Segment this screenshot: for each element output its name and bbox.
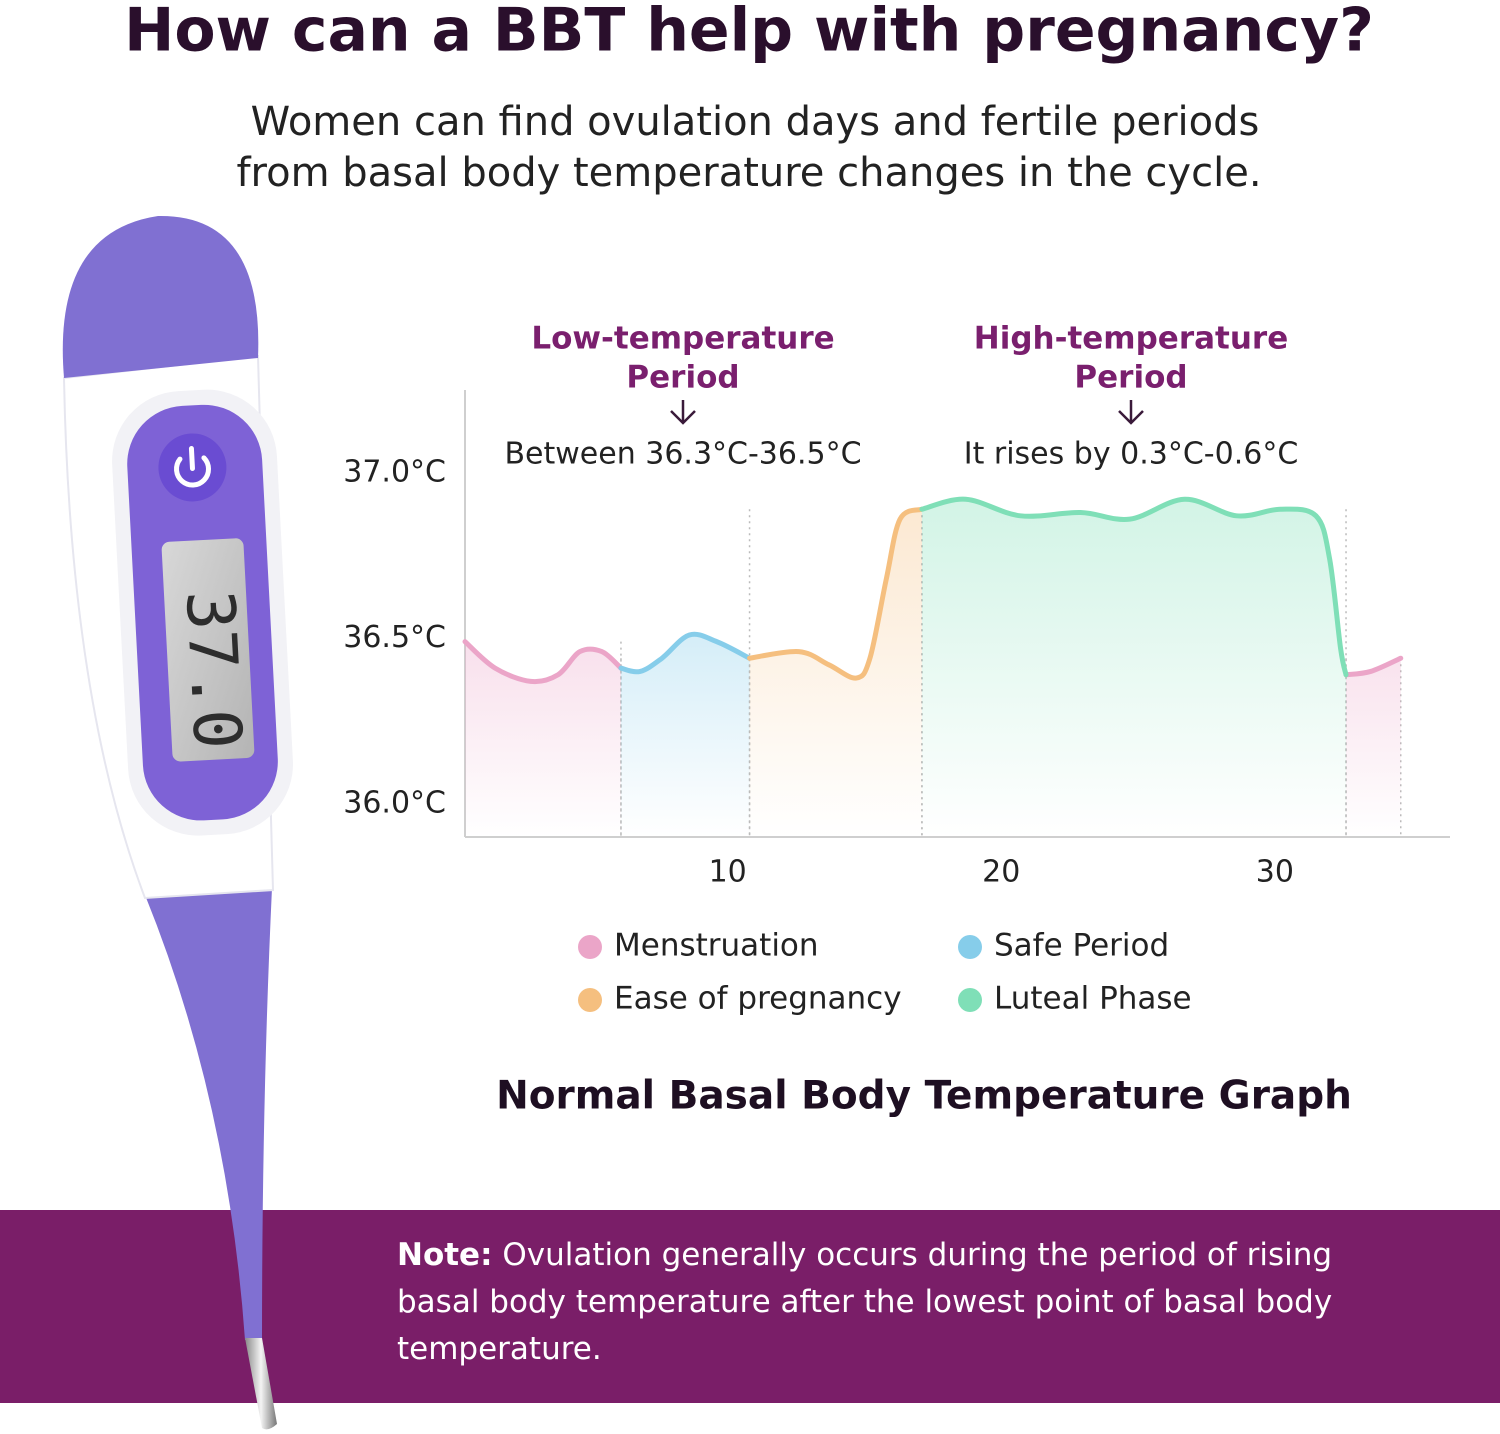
series-area — [465, 641, 1401, 837]
note-label: Note: — [397, 1237, 493, 1273]
annotation-arrow — [1118, 400, 1144, 425]
chart-title: Normal Basal Body Temperature Graph — [496, 1074, 1352, 1119]
legend-label: Luteal Phase — [994, 981, 1192, 1017]
series-area — [921, 499, 1347, 837]
annotation-text: Between 36.3°C-36.5°C — [504, 437, 861, 472]
thermometer-tip — [245, 1338, 277, 1430]
y-tick-label: 36.0°C — [343, 785, 446, 820]
series-line — [919, 496, 1349, 678]
legend-label: Ease of pregnancy — [614, 981, 902, 1017]
x-tick-label: 10 — [709, 855, 747, 890]
thermometer-tail — [145, 888, 272, 1340]
page-title: How can a BBT help with pregnancy? — [124, 0, 1374, 66]
subtitle: from basal body temperature changes in t… — [236, 150, 1261, 196]
power-icon — [174, 455, 211, 488]
series-line — [618, 631, 753, 675]
lcd-reading: 37.0 — [171, 588, 256, 751]
series-line — [462, 639, 1404, 685]
thermometer-head — [62, 215, 259, 378]
legend-label: Menstruation — [614, 928, 819, 964]
series-area — [620, 634, 750, 837]
subtitle: Women can find ovulation days and fertil… — [251, 99, 1260, 145]
annotation-title: Low-temperature — [531, 321, 834, 357]
annotation-text: It rises by 0.3°C-0.6°C — [964, 437, 1299, 472]
y-tick-label: 36.5°C — [343, 620, 446, 655]
annotation-title: High-temperature — [974, 321, 1288, 357]
thermometer: 37.0 — [62, 215, 293, 1430]
legend-swatch — [958, 988, 982, 1012]
lcd — [161, 538, 255, 762]
x-tick-label: 20 — [982, 855, 1020, 890]
legend-swatch — [578, 935, 602, 959]
legend-label: Safe Period — [994, 928, 1169, 964]
legend-swatch — [958, 935, 982, 959]
series-area — [749, 509, 922, 837]
thermometer-panel: 37.0 — [112, 389, 293, 836]
note-text: Ovulation generally occurs during the pe… — [397, 1237, 1333, 1367]
legend-swatch — [578, 988, 602, 1012]
series-line — [747, 506, 925, 681]
power-icon — [188, 445, 195, 471]
x-tick-label: 30 — [1256, 855, 1294, 890]
annotation-title: Period — [626, 360, 739, 396]
annotation-title: Period — [1074, 360, 1187, 396]
y-tick-label: 37.0°C — [343, 454, 446, 489]
note: Note: Ovulation generally occurs during … — [397, 1232, 1407, 1373]
annotation-arrow — [670, 400, 696, 425]
